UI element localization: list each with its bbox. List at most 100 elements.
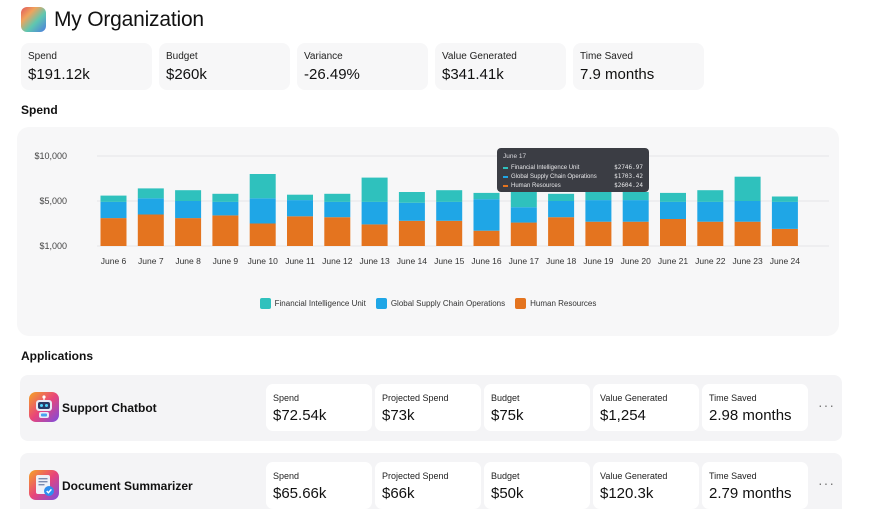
legend-label: Human Resources: [530, 299, 597, 308]
x-tick-label: June 19: [583, 256, 614, 266]
tooltip-row: Global Supply Chain Operations $1703.42: [503, 172, 643, 181]
app-name[interactable]: Support Chatbot: [62, 401, 157, 415]
bar-segment: [398, 202, 425, 221]
more-options-icon[interactable]: ···: [818, 397, 835, 413]
bar-segment: [510, 207, 537, 223]
bar-segment: [100, 195, 127, 202]
x-tick-label: June 23: [732, 256, 763, 266]
organization-logo-icon: [21, 7, 46, 32]
metric-projected-spend: Projected Spend $66k: [375, 462, 481, 509]
bar-segment: [175, 201, 202, 219]
stat-value: $191.12k: [28, 66, 90, 83]
legend-swatch-icon: [375, 298, 387, 309]
tooltip-swatch-icon: [503, 184, 508, 187]
bar-segment: [137, 198, 164, 215]
metric-projected-spend: Projected Spend $73k: [375, 384, 481, 431]
bar-segment: [287, 194, 313, 201]
more-options-icon[interactable]: ···: [818, 475, 835, 491]
bar-segment: [212, 201, 239, 216]
x-tick-label: June 24: [770, 256, 801, 266]
spend-chart-card: $10,000 $5,000 $1,000 June 6 June 7 June 8 Jun…: [17, 127, 839, 336]
bar-segment: [324, 201, 351, 218]
bar-segment: [771, 201, 798, 229]
legend-item-financial[interactable]: Financial Intelligence Unit: [259, 298, 366, 309]
bar-segment: [622, 221, 649, 246]
metric-value: $65.66k: [273, 485, 327, 502]
bar-segment: [548, 201, 575, 218]
document-icon: [29, 470, 59, 500]
tooltip-series-value: $2604.24: [614, 182, 643, 189]
legend-swatch-icon: [515, 298, 527, 309]
spend-chart: $10,000 $5,000 $1,000 June 6 June 7 June 8 Jun…: [34, 151, 829, 266]
bar-segment: [137, 214, 164, 246]
legend-item-human[interactable]: Human Resources: [515, 298, 596, 309]
metric-value: $50k: [491, 485, 524, 502]
bar-segment: [473, 230, 500, 246]
metric-spend: Spend $72.54k: [266, 384, 372, 431]
x-tick-label: June 15: [434, 256, 465, 266]
bar-segment: [585, 200, 612, 222]
bar-segment: [287, 200, 313, 217]
bar-segment: [510, 222, 537, 246]
x-tick-label: June 22: [695, 256, 726, 266]
bar-segment: [548, 193, 575, 201]
bar-segment: [548, 217, 575, 246]
legend-label: Global Supply Chain Operations: [390, 299, 506, 308]
stat-label: Variance: [304, 51, 343, 62]
x-tick-label: June 7: [138, 256, 164, 266]
metric-time-saved: Time Saved 2.79 months: [702, 462, 808, 509]
stat-time-saved: Time Saved 7.9 months: [573, 43, 704, 90]
bar-segment: [734, 221, 761, 246]
metric-budget: Budget $50k: [484, 462, 590, 509]
bar-segment: [287, 216, 313, 246]
tooltip-date: June 17: [503, 153, 527, 160]
app-metrics: Spend $72.54k Projected Spend $73k Budge…: [266, 384, 808, 431]
metric-label: Time Saved: [709, 471, 757, 481]
app-name[interactable]: Document Summarizer: [62, 479, 193, 493]
metric-value: 2.79 months: [709, 485, 792, 502]
y-tick-label: $1,000: [39, 241, 67, 251]
metric-label: Spend: [273, 393, 300, 403]
bar-segment: [100, 218, 127, 246]
bar-segment: [771, 196, 798, 202]
bar-segment: [697, 221, 724, 246]
x-tick-label: June 18: [546, 256, 577, 266]
y-tick-label: $5,000: [39, 196, 67, 206]
x-tick-label: June 13: [359, 256, 390, 266]
bar-segment: [249, 174, 276, 199]
legend-item-global[interactable]: Global Supply Chain Operations: [375, 298, 506, 309]
metric-label: Projected Spend: [382, 393, 449, 403]
metric-value-generated: Value Generated $120.3k: [593, 462, 699, 509]
x-tick-label: June 10: [248, 256, 279, 266]
bar-segment: [436, 190, 463, 202]
bar-segment: [697, 190, 724, 202]
bar-segment: [398, 220, 425, 246]
legend-swatch-icon: [259, 298, 271, 309]
bar-segment: [175, 218, 202, 246]
metric-value: $72.54k: [273, 407, 327, 424]
app-card-support-chatbot[interactable]: Support Chatbot Spend $72.54k Projected …: [20, 375, 842, 441]
stat-label: Value Generated: [442, 51, 517, 62]
tooltip-series-value: $2746.97: [614, 164, 643, 171]
bar-segment: [660, 192, 686, 202]
spend-section-title: Spend: [21, 103, 58, 117]
stat-label: Time Saved: [580, 51, 633, 62]
x-tick-label: June 12: [322, 256, 353, 266]
bar-segment: [660, 219, 686, 246]
legend-label: Financial Intelligence Unit: [274, 299, 366, 308]
x-tick-label: June 9: [213, 256, 239, 266]
bar-segment: [361, 224, 388, 246]
bar-segment: [734, 176, 761, 201]
x-tick-label: June 17: [509, 256, 540, 266]
metric-value: $120.3k: [600, 485, 654, 502]
bar-segment: [473, 192, 500, 200]
x-tick-label: June 6: [101, 256, 127, 266]
stat-value-generated: Value Generated $341.41k: [435, 43, 566, 90]
app-card-document-summarizer[interactable]: Document Summarizer Spend $65.66k Projec…: [20, 453, 842, 509]
bar-segment: [473, 199, 500, 231]
bar-segment: [100, 201, 127, 219]
metric-value: $1,254: [600, 407, 646, 424]
metric-time-saved: Time Saved 2.98 months: [702, 384, 808, 431]
x-tick-label: June 16: [471, 256, 502, 266]
bar-segment: [398, 192, 425, 203]
